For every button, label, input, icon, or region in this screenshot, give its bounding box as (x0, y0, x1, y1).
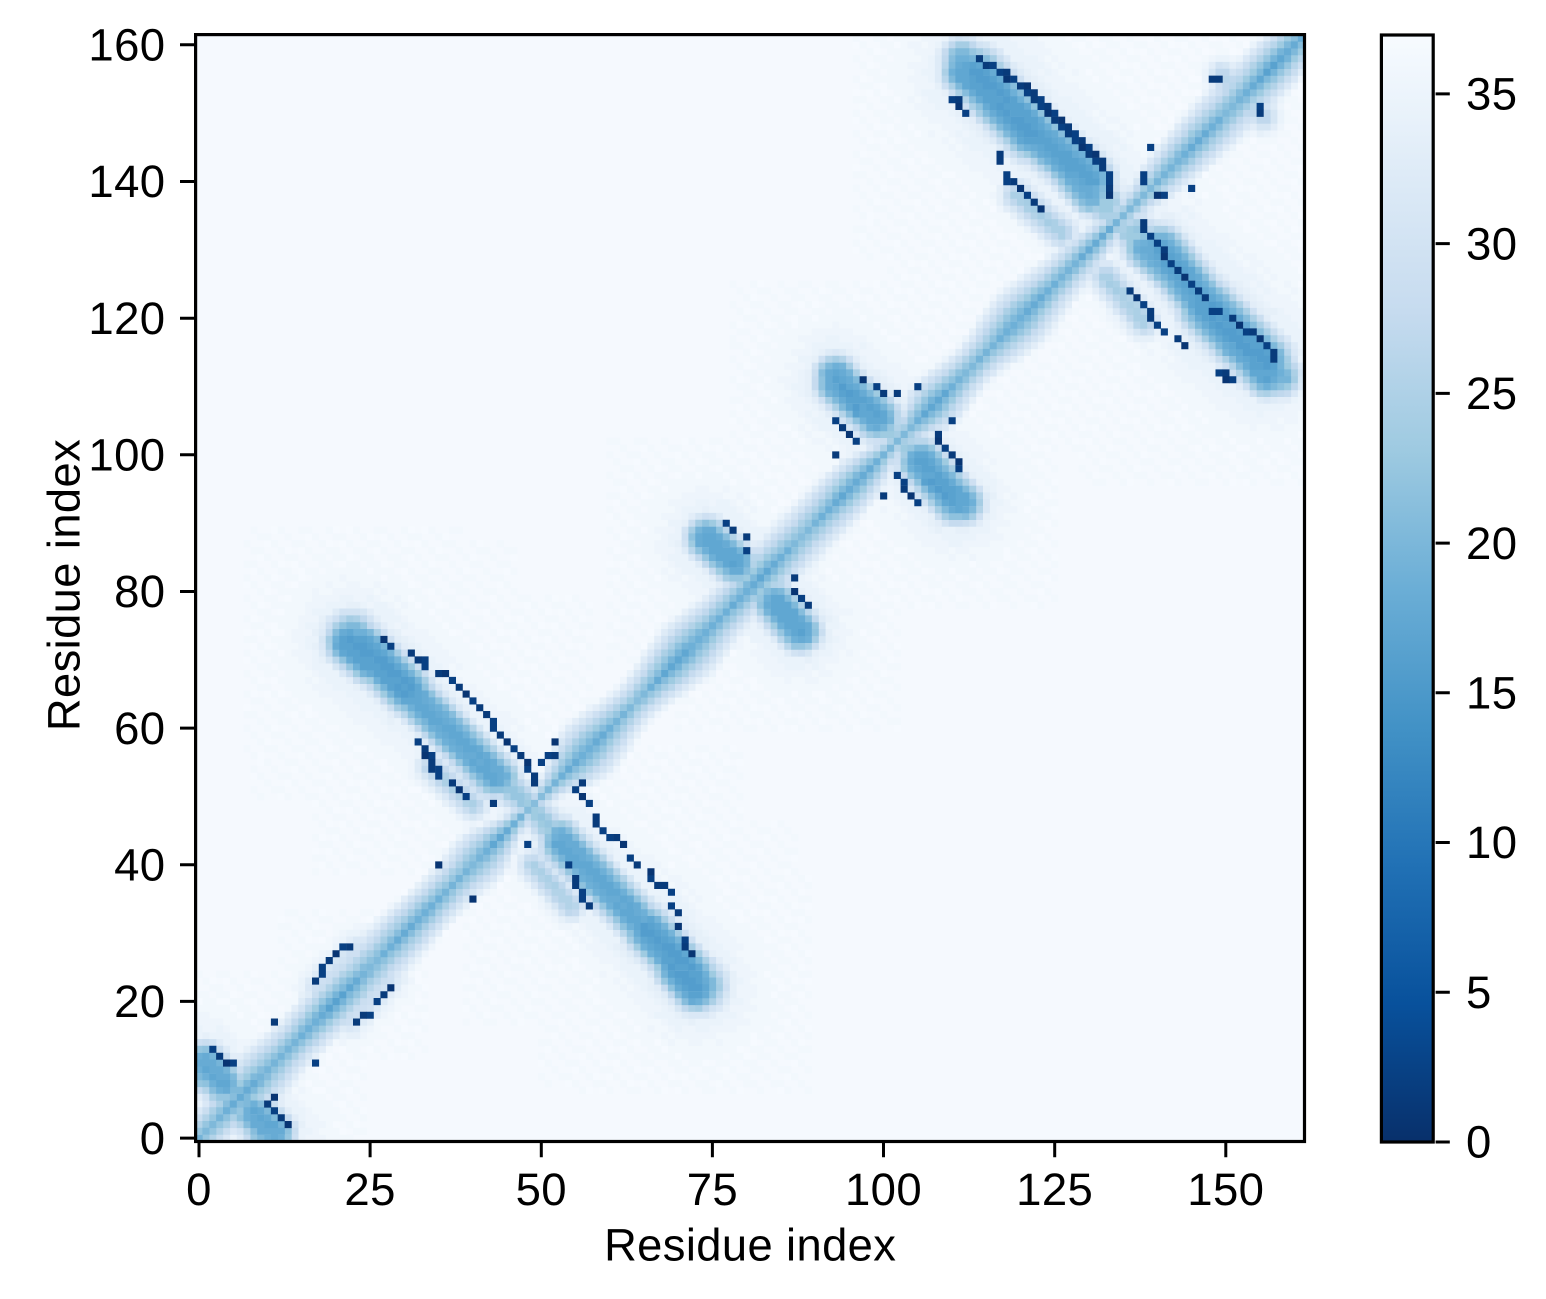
svg-text:30: 30 (1466, 218, 1517, 269)
svg-text:0: 0 (140, 1113, 166, 1164)
svg-text:20: 20 (1466, 518, 1517, 569)
svg-text:75: 75 (687, 1164, 738, 1215)
svg-text:15: 15 (1466, 668, 1517, 719)
svg-text:120: 120 (88, 293, 165, 344)
svg-text:40: 40 (114, 840, 165, 891)
svg-text:25: 25 (1466, 368, 1517, 419)
svg-text:60: 60 (114, 703, 165, 754)
svg-text:0: 0 (186, 1164, 212, 1215)
svg-text:5: 5 (1466, 967, 1492, 1018)
svg-text:50: 50 (516, 1164, 567, 1215)
svg-text:0: 0 (1466, 1117, 1492, 1168)
svg-text:Residue index: Residue index (604, 1220, 896, 1271)
svg-text:125: 125 (1016, 1164, 1093, 1215)
svg-text:160: 160 (88, 20, 165, 71)
svg-text:Residue index: Residue index (39, 439, 90, 731)
svg-text:100: 100 (88, 430, 165, 481)
svg-text:25: 25 (344, 1164, 395, 1215)
svg-text:35: 35 (1466, 69, 1517, 120)
svg-text:140: 140 (88, 156, 165, 207)
svg-text:10: 10 (1466, 817, 1517, 868)
svg-text:80: 80 (114, 566, 165, 617)
svg-text:150: 150 (1187, 1164, 1264, 1215)
svg-text:100: 100 (845, 1164, 922, 1215)
svg-text:20: 20 (114, 976, 165, 1027)
